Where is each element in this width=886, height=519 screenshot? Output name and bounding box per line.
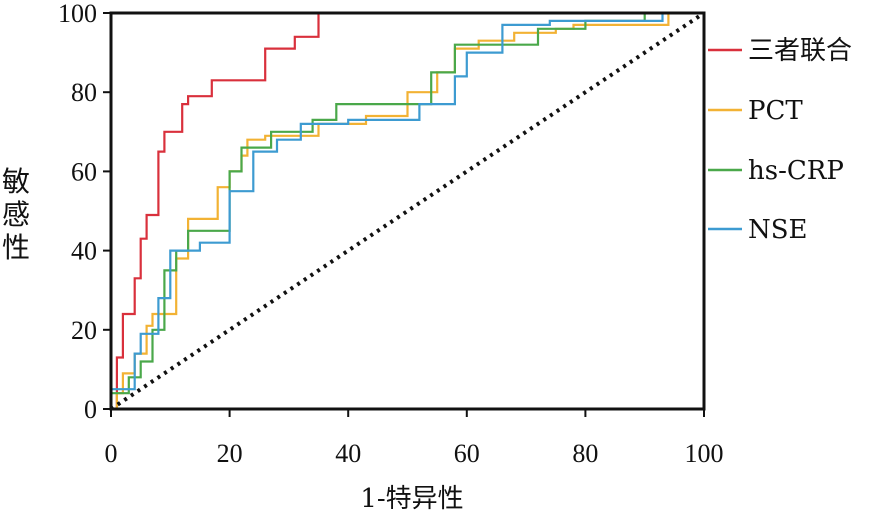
y-tick-label: 100 [58, 0, 97, 28]
y-tick-label: 60 [71, 157, 97, 186]
legend-label: NSE [748, 215, 808, 245]
series-line-0 [111, 11, 449, 411]
legend-label: 三者联合 [748, 36, 852, 66]
y-axis-label-char: 敏 [2, 165, 31, 198]
plot-lines [109, 11, 706, 411]
y-axis-label-char: 感 [2, 198, 31, 231]
plot-frame [109, 11, 706, 411]
x-tick-labels: 0 20 40 60 80 100 [105, 439, 724, 468]
legend: 三者联合 PCT hs-CRP NSE [708, 36, 852, 245]
x-axis-label: 1-特异性 [360, 484, 463, 514]
axes [103, 11, 706, 417]
series-line-1 [111, 13, 670, 411]
y-axis-label-char: 性 [2, 231, 31, 264]
legend-label: PCT [748, 96, 803, 126]
x-tick-label: 100 [685, 439, 724, 468]
y-tick-label: 20 [71, 316, 97, 345]
reference-diagonal-line [109, 11, 706, 411]
series-line-2 [109, 13, 646, 409]
series-line-3 [109, 13, 664, 409]
legend-label: hs-CRP [748, 156, 844, 186]
y-tick-labels: 0 20 40 60 80 100 [58, 0, 97, 424]
x-tick-label: 40 [335, 439, 361, 468]
x-tick-label: 0 [105, 439, 118, 468]
x-tick-label: 20 [217, 439, 243, 468]
y-tick-label: 40 [71, 237, 97, 266]
x-tick-label: 60 [454, 439, 480, 468]
y-tick-label: 80 [71, 78, 97, 107]
x-tick-label: 80 [572, 439, 598, 468]
y-tick-label: 0 [84, 395, 97, 424]
